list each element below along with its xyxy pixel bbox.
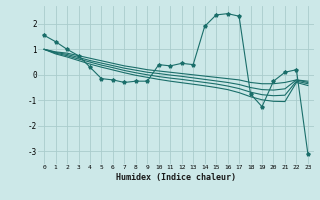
X-axis label: Humidex (Indice chaleur): Humidex (Indice chaleur) — [116, 173, 236, 182]
